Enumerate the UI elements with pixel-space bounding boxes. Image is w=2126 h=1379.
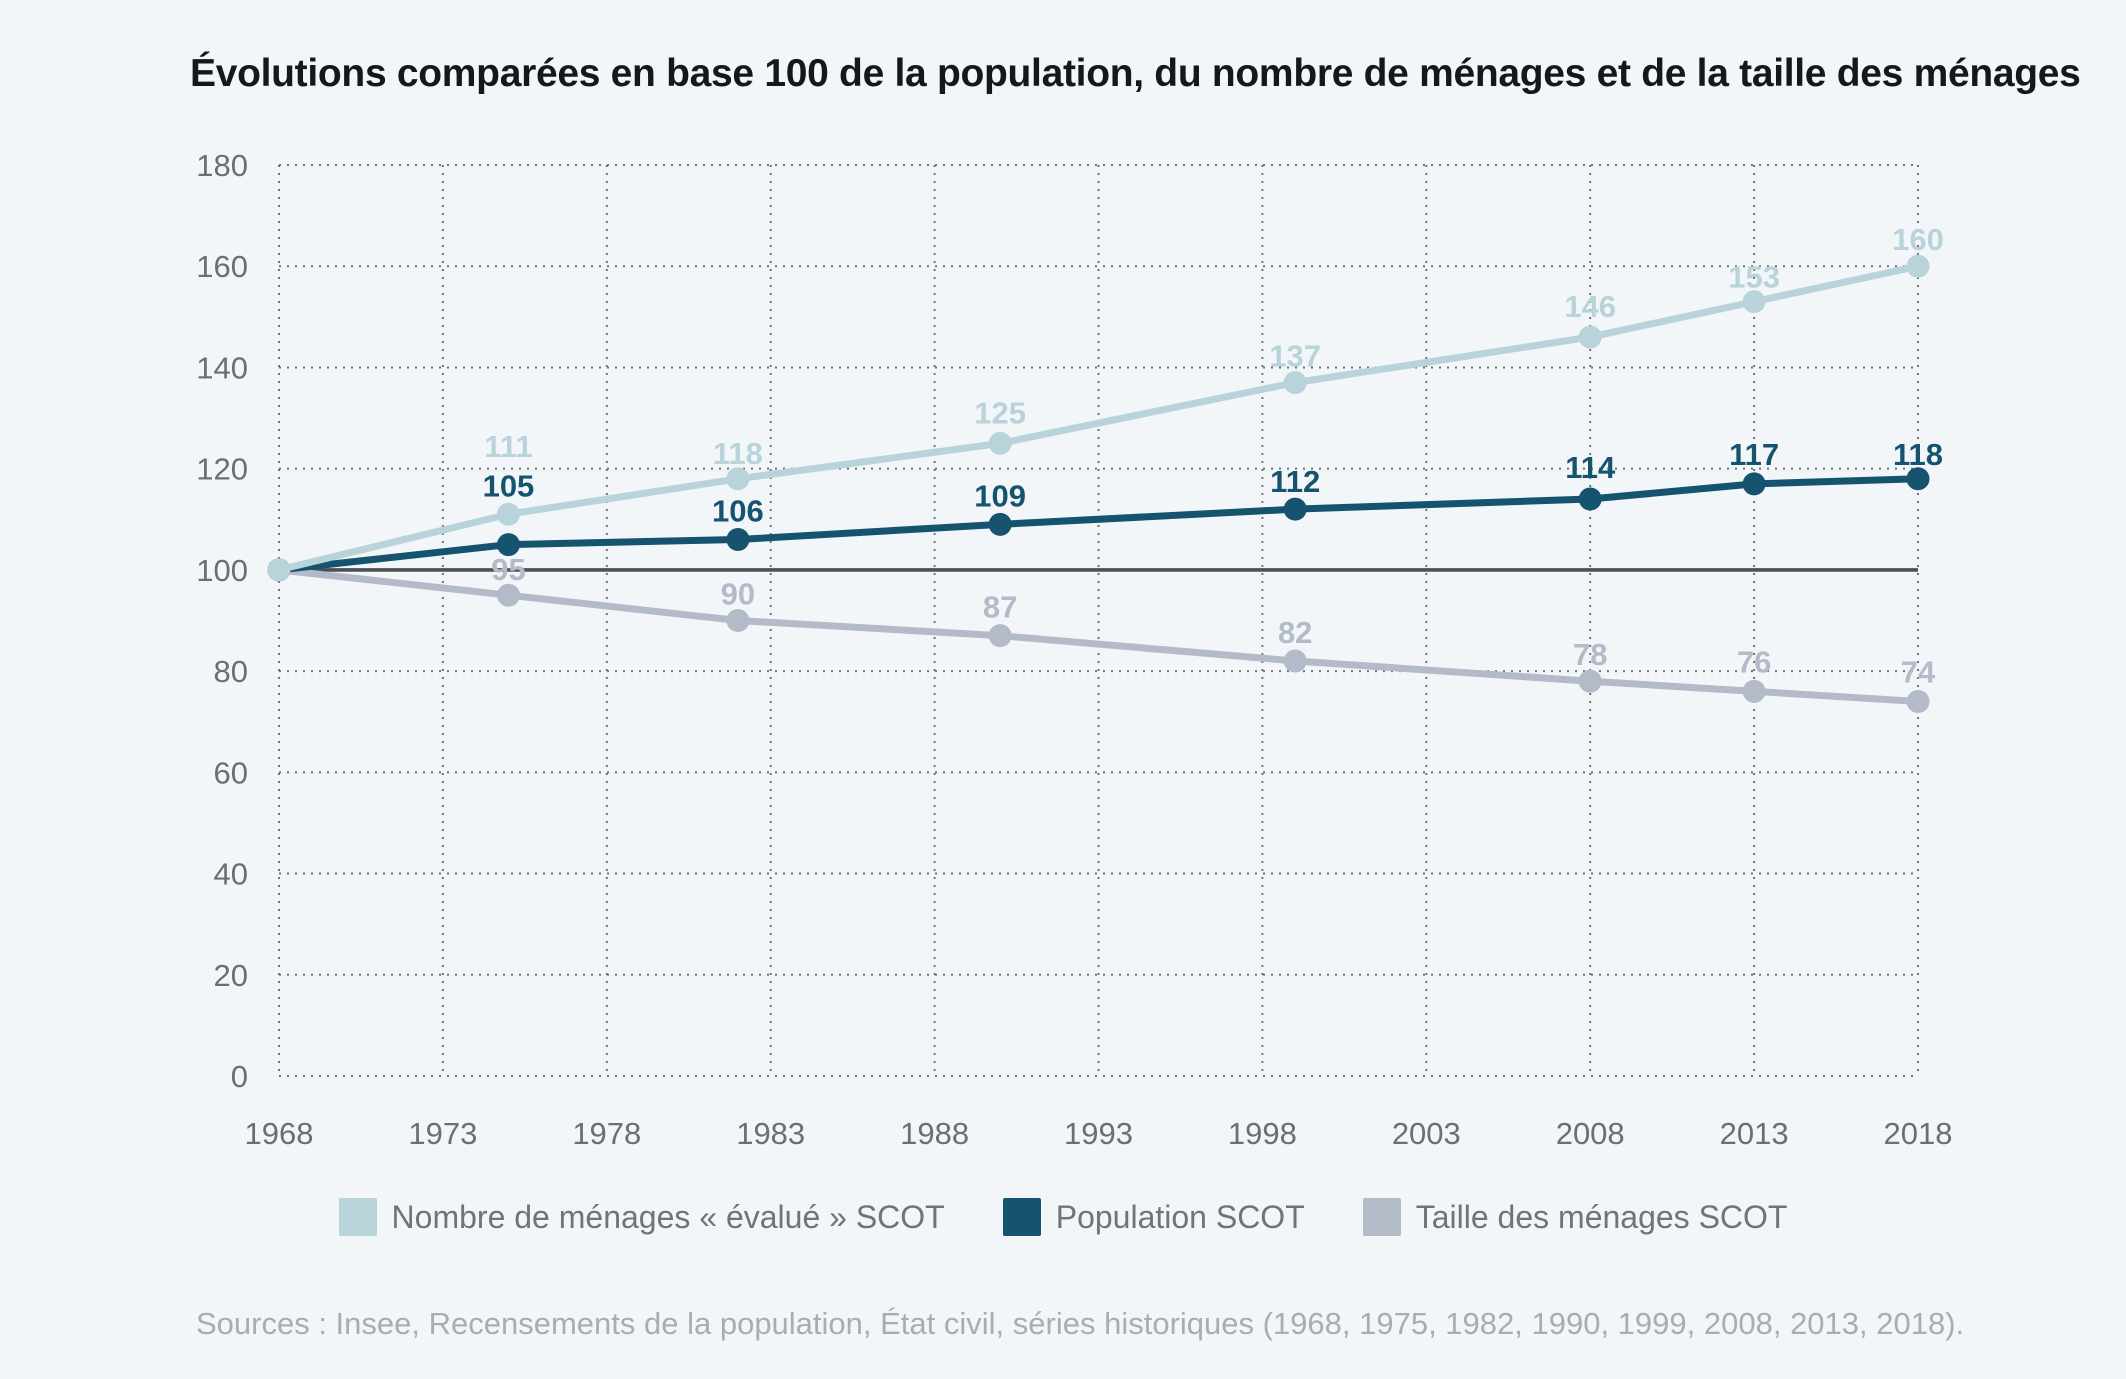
data-label-menages: 137 — [1269, 339, 1321, 374]
data-label-taille: 82 — [1278, 615, 1312, 650]
data-point-taille[interactable] — [988, 624, 1012, 648]
data-point-population[interactable] — [726, 528, 750, 552]
y-axis-tick-label: 160 — [196, 249, 248, 284]
series-menages — [267, 254, 1930, 582]
grid: 0 20 40 60 80 100 120 140 160 180 1968 1973 1978 1983… — [196, 148, 1952, 1151]
x-axis-tick-label: 1978 — [572, 1116, 641, 1151]
data-label-menages: 118 — [713, 436, 763, 471]
data-label-menages: 153 — [1728, 260, 1780, 295]
series-taille — [267, 558, 1930, 713]
x-axis-tick-label: 2018 — [1884, 1116, 1953, 1151]
data-label-population: 117 — [1729, 437, 1779, 472]
legend-swatch-taille-icon — [1362, 1198, 1401, 1236]
series-line-taille — [275, 566, 1922, 705]
x-axis-tick-label: 2013 — [1720, 1116, 1789, 1151]
data-labels-taille: 95 90 87 82 78 76 74 — [491, 552, 1936, 689]
y-axis-tick-label: 20 — [214, 958, 248, 993]
data-label-taille: 95 — [491, 552, 525, 587]
data-label-population: 114 — [1565, 450, 1616, 485]
data-label-taille: 90 — [721, 577, 755, 612]
data-point-population[interactable] — [1283, 497, 1307, 521]
y-axis-tick-label: 100 — [196, 553, 248, 588]
data-point-population[interactable] — [496, 533, 520, 557]
data-label-population: 105 — [483, 469, 535, 504]
data-point-taille[interactable] — [496, 583, 520, 607]
x-axis-tick-label: 2008 — [1556, 1116, 1625, 1151]
data-point-menages[interactable] — [267, 558, 291, 582]
legend-swatch-menages-icon — [338, 1198, 377, 1236]
y-axis-tick-label: 80 — [214, 654, 248, 689]
data-label-taille: 78 — [1573, 637, 1607, 672]
data-point-population[interactable] — [1906, 467, 1930, 491]
data-label-population: 106 — [712, 494, 764, 529]
data-point-taille[interactable] — [1906, 689, 1930, 713]
data-point-taille[interactable] — [1742, 679, 1766, 703]
data-labels-population: 105 106 109 112 114 117 118 — [483, 437, 1943, 529]
legend-label-menages: Nombre de ménages « évalué » SCOT — [391, 1198, 945, 1235]
data-point-menages[interactable] — [1578, 325, 1602, 349]
x-axis-tick-label: 1973 — [408, 1116, 477, 1151]
data-point-taille[interactable] — [1283, 649, 1307, 673]
x-axis-tick-label: 1968 — [245, 1116, 314, 1151]
legend-item-population[interactable]: Population SCOT — [1002, 1198, 1305, 1236]
data-label-taille: 87 — [983, 590, 1017, 625]
data-label-population: 118 — [1893, 437, 1943, 472]
sources-note: Sources : Insee, Recensements de la popu… — [196, 1306, 1965, 1341]
data-point-menages[interactable] — [1742, 290, 1766, 314]
data-label-menages: 160 — [1892, 222, 1944, 257]
data-point-menages[interactable] — [726, 467, 750, 491]
y-axis-tick-label: 120 — [196, 452, 248, 487]
x-axis-tick-label: 1988 — [900, 1116, 969, 1151]
y-axis-tick-label: 60 — [214, 755, 248, 790]
data-point-menages[interactable] — [1283, 371, 1307, 395]
data-labels-menages: 111 118 125 137 146 153 160 — [484, 222, 1944, 471]
x-axis-tick-label: 1998 — [1228, 1116, 1297, 1151]
data-point-population[interactable] — [988, 512, 1012, 536]
chart-title: Évolutions comparées en base 100 de la p… — [190, 52, 2081, 95]
y-axis-tick-label: 140 — [196, 350, 248, 385]
data-point-menages[interactable] — [988, 431, 1012, 455]
data-label-menages: 146 — [1564, 289, 1616, 324]
data-label-taille: 74 — [1901, 654, 1936, 689]
x-axis-tick-label: 1993 — [1064, 1116, 1133, 1151]
data-point-population[interactable] — [1578, 487, 1602, 511]
data-point-menages[interactable] — [496, 502, 520, 526]
data-point-menages[interactable] — [1906, 254, 1930, 278]
legend-label-taille: Taille des ménages SCOT — [1415, 1198, 1788, 1235]
series-line-population — [275, 475, 1922, 574]
data-label-population: 112 — [1270, 464, 1320, 499]
y-axis-tick-label: 40 — [214, 857, 248, 892]
data-point-taille[interactable] — [726, 609, 750, 632]
legend-item-taille[interactable]: Taille des ménages SCOT — [1362, 1198, 1788, 1236]
legend-swatch-population-icon — [1002, 1198, 1041, 1236]
legend: Nombre de ménages « évalué » SCOT Popula… — [0, 1198, 2126, 1236]
y-axis-tick-label: 0 — [231, 1059, 248, 1094]
legend-label-population: Population SCOT — [1055, 1198, 1305, 1235]
data-point-population[interactable] — [1742, 472, 1766, 496]
y-axis-tick-label: 180 — [196, 148, 248, 183]
x-axis-tick-label: 1983 — [736, 1116, 805, 1151]
data-point-taille[interactable] — [1578, 669, 1602, 693]
data-label-taille: 76 — [1737, 644, 1771, 679]
legend-item-menages[interactable]: Nombre de ménages « évalué » SCOT — [338, 1198, 945, 1236]
data-label-menages: 125 — [974, 395, 1026, 430]
data-label-population: 109 — [974, 478, 1026, 513]
x-axis-tick-label: 2003 — [1392, 1116, 1461, 1151]
series-line-menages — [275, 262, 1922, 574]
data-label-menages: 111 — [484, 429, 532, 464]
